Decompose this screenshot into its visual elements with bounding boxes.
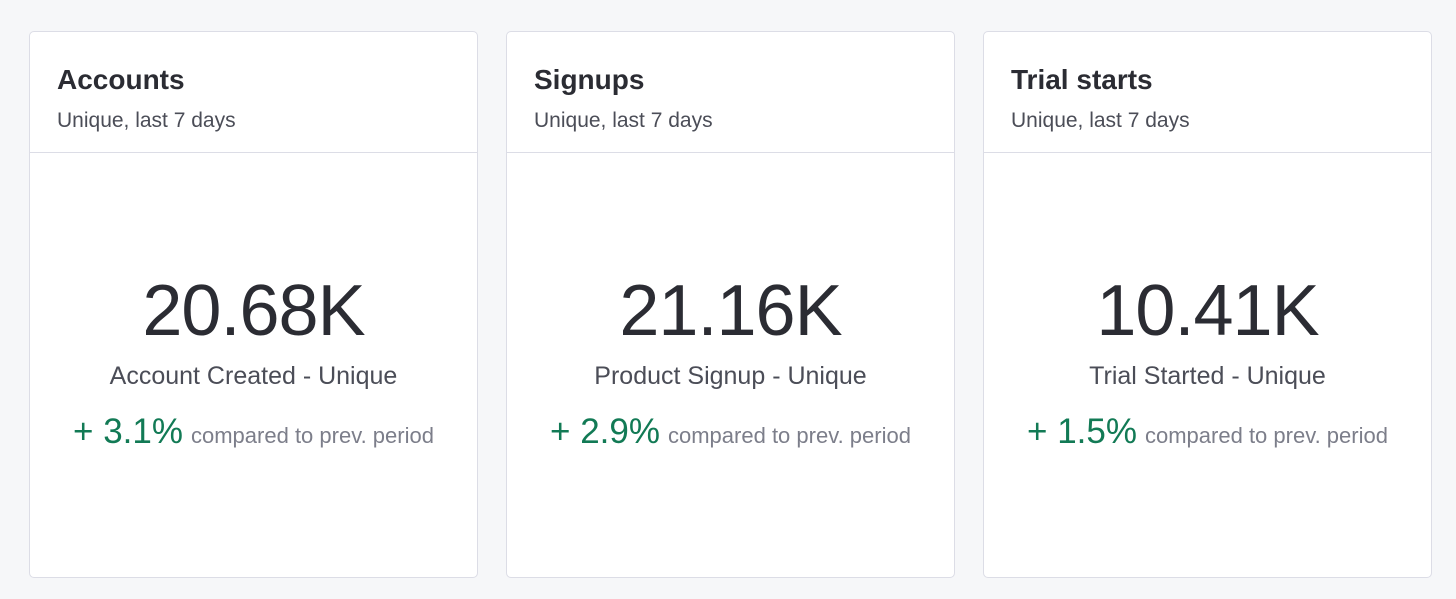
change-value: + 1.5%	[1027, 412, 1137, 451]
metric-label: Account Created - Unique	[109, 362, 398, 390]
card-header	[984, 32, 1431, 153]
card-header	[30, 32, 477, 153]
metric-label: Product Signup - Unique	[594, 362, 867, 390]
change-row: + 2.9% compared to prev. period	[507, 412, 954, 452]
change-row: + 3.1% compared to prev. period	[30, 412, 477, 452]
comparison-text: compared to prev. period	[191, 423, 434, 448]
metric-label: Trial Started - Unique	[1089, 362, 1326, 390]
metric-card: Trial starts Unique, last 7 days 10.41K Tri…	[983, 31, 1432, 578]
change-value: + 3.1%	[73, 412, 183, 451]
metric-value: 21.16K	[619, 271, 842, 351]
metric-card: Signups Unique, last 7 days 21.16K Product …	[506, 31, 955, 578]
card-subtitle: Unique, last 7 days	[534, 109, 713, 132]
change-row: + 1.5% compared to prev. period	[984, 412, 1431, 452]
change-value: + 2.9%	[550, 412, 660, 451]
metric-value: 20.68K	[142, 271, 365, 351]
metric-value: 10.41K	[1096, 271, 1319, 351]
card-title: Accounts	[57, 64, 185, 95]
card-subtitle: Unique, last 7 days	[1011, 109, 1190, 132]
card-title: Signups	[534, 64, 645, 95]
metric-card: Accounts Unique, last 7 days 20.68K Account…	[29, 31, 478, 578]
comparison-text: compared to prev. period	[668, 423, 911, 448]
card-subtitle: Unique, last 7 days	[57, 109, 236, 132]
card-header	[507, 32, 954, 153]
comparison-text: compared to prev. period	[1145, 423, 1388, 448]
card-title: Trial starts	[1011, 64, 1153, 95]
